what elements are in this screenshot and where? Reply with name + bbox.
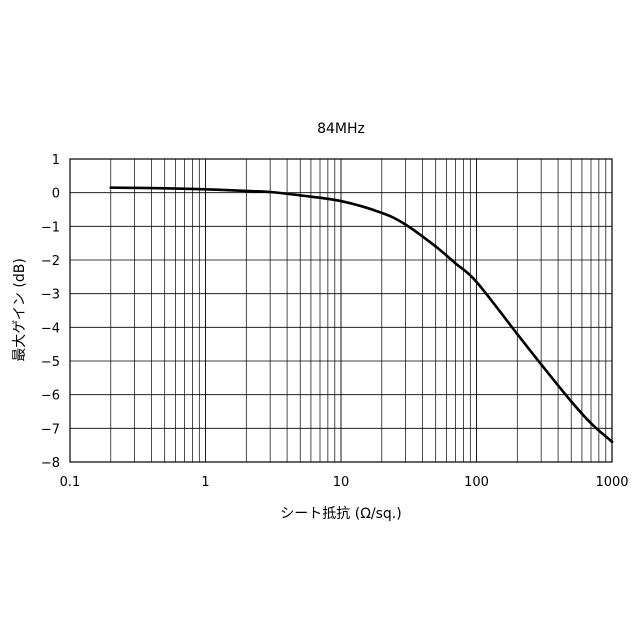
y-tick-label: −3 xyxy=(41,288,60,303)
data-point xyxy=(540,363,543,366)
y-tick-label: −1 xyxy=(41,220,60,235)
x-tick-label: 100 xyxy=(464,475,489,490)
data-point xyxy=(454,262,457,265)
data-point xyxy=(163,187,166,190)
data-point xyxy=(404,223,407,226)
data-point xyxy=(434,245,437,248)
data-point xyxy=(269,191,272,194)
x-tick-label: 1 xyxy=(201,475,209,490)
data-point xyxy=(299,194,302,197)
y-tick-label: 1 xyxy=(52,153,60,168)
data-point xyxy=(475,281,478,284)
data-point xyxy=(204,188,207,191)
grid xyxy=(70,159,612,462)
y-tick-label: −6 xyxy=(41,389,60,404)
x-tick-label: 1000 xyxy=(595,475,628,490)
data-point xyxy=(516,333,519,336)
data-point xyxy=(590,422,593,425)
series-line xyxy=(111,188,612,442)
data-point xyxy=(340,200,343,203)
x-tick-label: 0.1 xyxy=(60,475,81,490)
series-group xyxy=(109,186,613,443)
y-tick-label: −8 xyxy=(41,456,60,471)
data-point xyxy=(570,400,573,403)
data-point xyxy=(380,212,383,215)
y-tick-label: 0 xyxy=(52,187,60,202)
y-tick-label: −2 xyxy=(41,254,60,269)
y-tick-label: −4 xyxy=(41,321,60,336)
y-axis-label: 最大ゲイン (dB) xyxy=(12,258,28,362)
chart-title: 84MHz xyxy=(317,121,365,137)
y-tick-label: −5 xyxy=(41,355,60,370)
data-point xyxy=(245,190,248,193)
x-tick-label: 10 xyxy=(333,475,350,490)
data-point xyxy=(109,186,112,189)
x-axis-label: シート抵抗 (Ω/sq.) xyxy=(280,506,401,522)
y-tick-label: −7 xyxy=(41,422,60,437)
